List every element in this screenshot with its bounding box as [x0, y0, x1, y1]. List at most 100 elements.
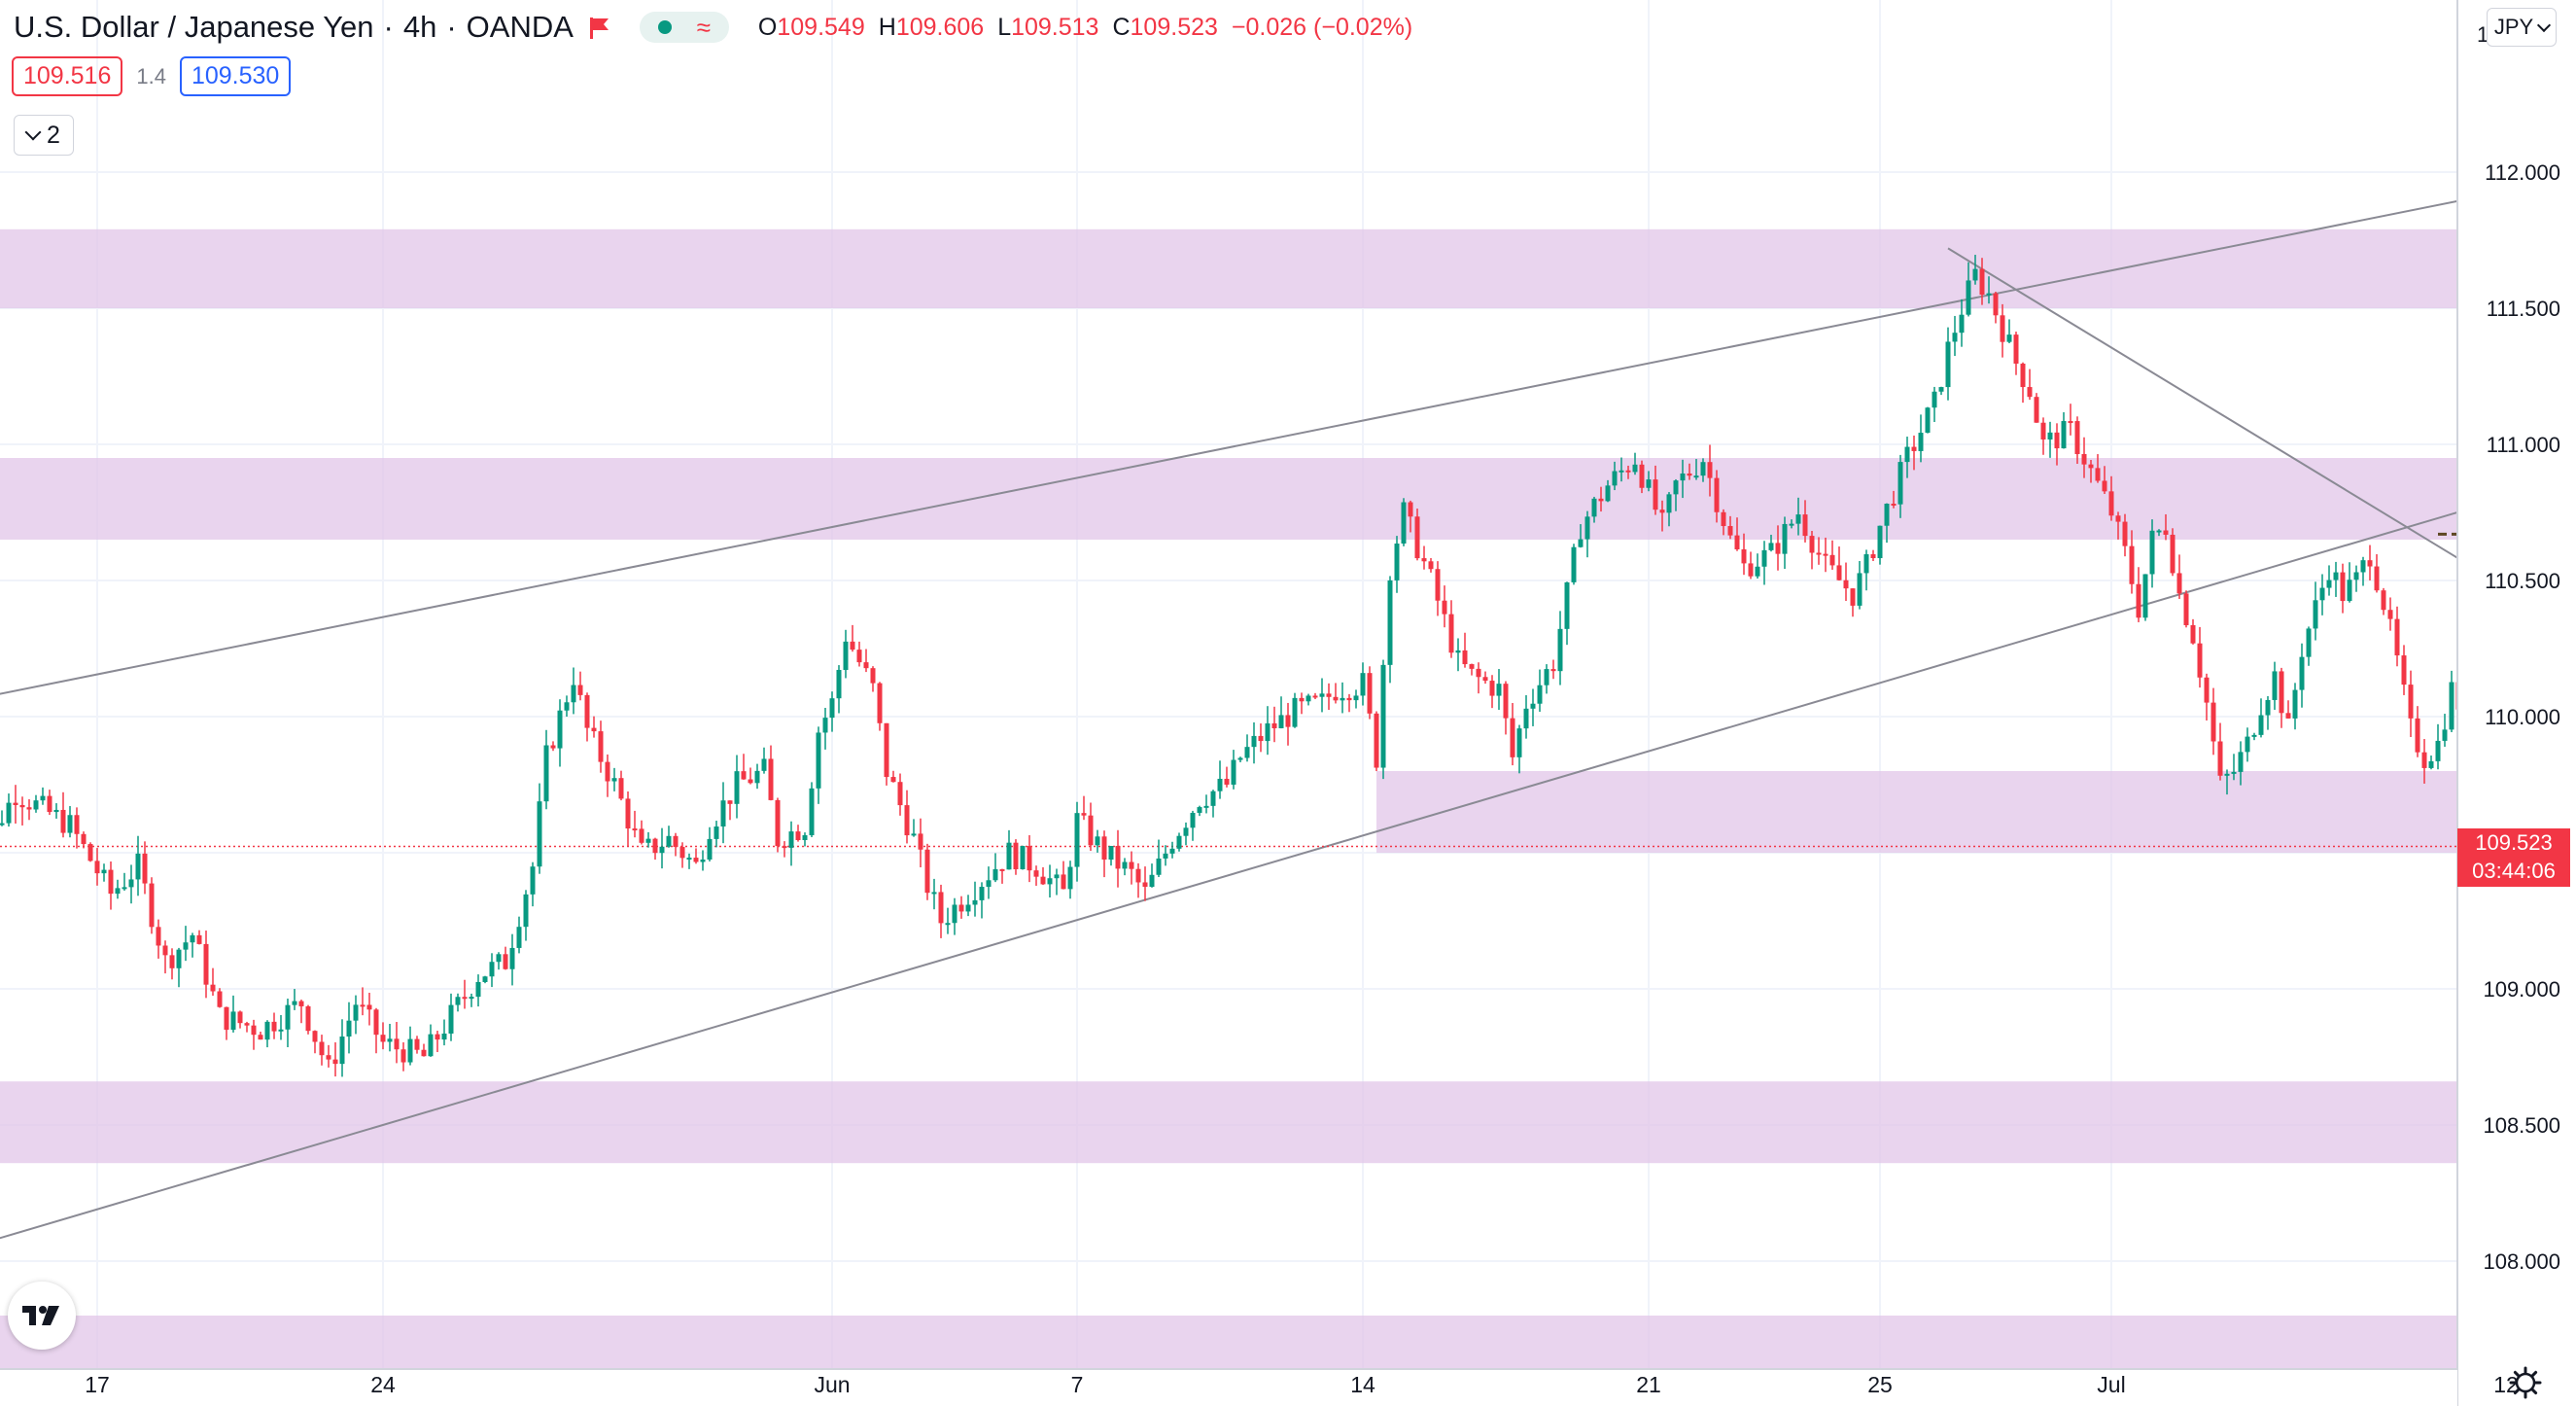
- candle-body: [550, 745, 556, 749]
- candle-body: [1836, 565, 1842, 580]
- candle-body: [2265, 699, 2271, 716]
- candle-body: [1108, 846, 1114, 861]
- candle-body: [101, 869, 107, 874]
- chevron-down-icon: [24, 123, 42, 141]
- high-value: 109.606: [895, 13, 985, 41]
- candle-body: [2224, 773, 2230, 776]
- last-price-countdown: 03:44:06: [2472, 859, 2556, 883]
- candle-body: [2068, 421, 2073, 424]
- currency-button[interactable]: JPY: [2487, 8, 2557, 47]
- candle-body: [1598, 498, 1604, 502]
- candle-body: [1823, 553, 1828, 556]
- candle-body: [1469, 664, 1475, 669]
- candle-body: [74, 815, 80, 834]
- candle-body: [1741, 548, 1747, 564]
- candle-body: [2054, 432, 2060, 449]
- candle-body: [509, 947, 515, 969]
- candle-body: [33, 800, 39, 810]
- candle-body: [1122, 861, 1128, 869]
- candle-body: [965, 904, 971, 912]
- candle-body: [1707, 462, 1713, 478]
- separator: ·: [446, 10, 457, 44]
- sell-button[interactable]: 109.516: [12, 56, 123, 96]
- candle-body: [958, 904, 964, 912]
- candle-body: [2299, 656, 2305, 690]
- candle-body: [1435, 569, 1441, 601]
- chevron-down-icon: [2537, 18, 2552, 32]
- candle-body: [632, 828, 638, 831]
- candle-body: [414, 1038, 420, 1050]
- candle-body: [1149, 874, 1155, 887]
- candle-body: [1503, 684, 1509, 719]
- candle-body: [2319, 587, 2325, 601]
- candle-body: [503, 954, 508, 969]
- source-label: OANDA: [466, 10, 574, 44]
- candle-body: [142, 853, 148, 884]
- candle-body: [1857, 573, 1862, 606]
- candle-body: [1237, 757, 1243, 760]
- candle-body: [339, 1037, 345, 1065]
- gear-icon[interactable]: [2506, 1363, 2545, 1402]
- symbol-name[interactable]: U.S. Dollar / Japanese Yen: [14, 10, 374, 44]
- candle-body: [945, 923, 951, 926]
- candle-body: [1666, 494, 1672, 513]
- candle-body: [2387, 610, 2393, 619]
- candle-body: [530, 866, 536, 895]
- candle-body: [707, 838, 713, 860]
- candle-body: [1244, 747, 1250, 758]
- indicators-collapse-button[interactable]: 2: [14, 115, 74, 156]
- candle-body: [319, 1041, 325, 1056]
- buy-button[interactable]: 109.530: [179, 56, 292, 96]
- candle-body: [2408, 685, 2414, 719]
- candle-body: [1482, 677, 1488, 682]
- candle-body: [659, 846, 665, 854]
- candle-body: [748, 779, 753, 784]
- candle-body: [387, 1038, 393, 1042]
- candle-body: [1564, 581, 1570, 629]
- candle-body: [1932, 391, 1937, 408]
- time-tick-label: Jun: [814, 1372, 850, 1397]
- interval-label[interactable]: 4h: [402, 10, 437, 44]
- separator: ·: [383, 10, 394, 44]
- candle-body: [1489, 681, 1495, 696]
- time-tick-label: 7: [1071, 1372, 1084, 1397]
- candle-body: [1829, 554, 1835, 566]
- candle-body: [190, 934, 195, 943]
- candle-body: [1816, 552, 1822, 555]
- candle-body: [1271, 722, 1277, 728]
- candle-body: [2285, 713, 2291, 719]
- candle-body: [1945, 341, 1951, 388]
- candle-body: [1292, 697, 1298, 727]
- candle-body: [775, 799, 781, 847]
- candle-body: [94, 861, 100, 874]
- candle-body: [2156, 530, 2162, 533]
- price-tick-label: 110.500: [2485, 569, 2560, 593]
- candle-body: [2272, 671, 2278, 700]
- candle-body: [1496, 684, 1502, 696]
- time-tick-label: 17: [85, 1372, 110, 1397]
- candle-body: [591, 727, 597, 732]
- candle-body: [2142, 574, 2148, 618]
- candle-body: [2197, 643, 2203, 678]
- price-tick-label: 109.000: [2483, 977, 2560, 1002]
- candle-body: [836, 669, 842, 699]
- flag-icon[interactable]: [589, 16, 610, 39]
- candle-body: [1081, 813, 1087, 816]
- candle-body: [1891, 504, 1897, 507]
- open-value: 109.549: [777, 13, 865, 41]
- candle-body: [1387, 580, 1393, 665]
- candle-body: [326, 1055, 331, 1060]
- candle-body: [2374, 566, 2380, 591]
- candle-body: [2040, 422, 2046, 439]
- candle-body: [366, 1004, 372, 1010]
- zone-band: [0, 1316, 2457, 1370]
- candle-body: [122, 887, 127, 890]
- candle-body: [1550, 669, 1556, 672]
- indicator-pill[interactable]: ≈: [639, 12, 729, 43]
- candle-body: [2163, 530, 2169, 535]
- candle-body: [1360, 673, 1366, 696]
- candle-body: [1054, 874, 1060, 879]
- tradingview-logo-icon[interactable]: [8, 1282, 76, 1350]
- candle-body: [1925, 407, 1931, 434]
